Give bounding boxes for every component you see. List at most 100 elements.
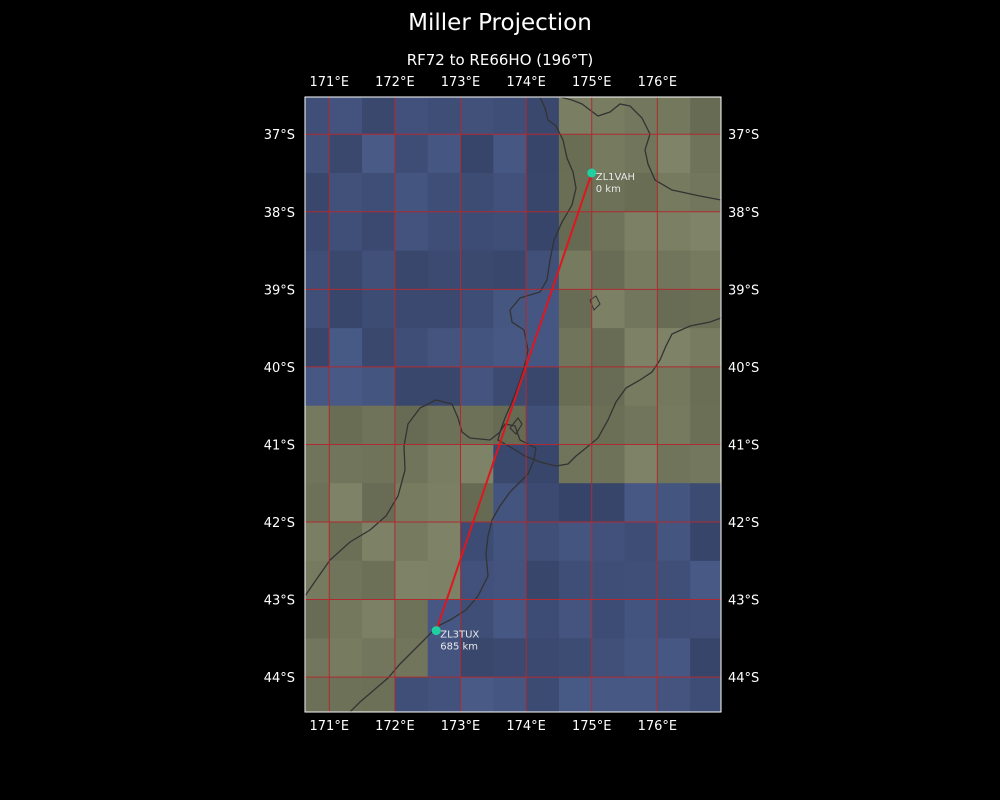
raster-tile <box>394 444 429 484</box>
raster-tile <box>690 599 721 639</box>
raster-tile <box>305 444 330 484</box>
raster-tile <box>493 522 527 562</box>
raster-tile <box>362 328 396 368</box>
raster-tile <box>493 250 527 290</box>
station-callsign-label: ZL1VAH <box>596 172 635 183</box>
raster-tile <box>493 289 527 329</box>
raster-tile <box>427 366 461 407</box>
raster-tile <box>394 405 429 445</box>
raster-tile <box>493 366 527 407</box>
raster-tile <box>591 173 625 213</box>
raster-tile <box>427 134 461 174</box>
raster-tile <box>526 405 560 445</box>
lat-tick-label-left: 44°S <box>264 671 295 686</box>
raster-tile <box>305 483 330 523</box>
raster-tile <box>591 211 625 252</box>
raster-tile <box>558 599 593 639</box>
raster-tile <box>427 211 461 252</box>
raster-tile <box>493 444 527 484</box>
raster-tile <box>558 405 593 445</box>
lon-tick-label-bottom: 172°E <box>375 719 415 734</box>
lon-tick-label-top: 172°E <box>375 75 415 90</box>
raster-tile <box>427 250 461 290</box>
lon-tick-label-bottom: 171°E <box>310 719 350 734</box>
raster-tile <box>526 483 560 523</box>
raster-tile <box>624 289 658 329</box>
raster-tile <box>460 134 494 174</box>
raster-tile <box>657 444 691 484</box>
raster-tile <box>624 134 658 174</box>
raster-tile <box>591 677 625 712</box>
path-line <box>435 172 593 631</box>
raster-tile <box>329 405 363 445</box>
raster-tile <box>526 522 560 562</box>
raster-tile <box>362 97 396 135</box>
raster-tile <box>394 599 429 639</box>
lat-tick-label-right: 40°S <box>728 361 759 376</box>
raster-tile <box>394 134 429 174</box>
raster-tile <box>362 677 396 712</box>
raster-tile <box>526 289 560 329</box>
raster-tile <box>624 173 658 213</box>
raster-background <box>305 97 721 712</box>
raster-tile <box>394 483 429 523</box>
raster-tile <box>591 483 625 523</box>
lon-tick-label-bottom: 175°E <box>572 719 612 734</box>
lon-tick-label-bottom: 174°E <box>506 719 546 734</box>
raster-tile <box>558 134 593 174</box>
lat-tick-label-left: 43°S <box>264 594 295 609</box>
raster-tile <box>427 444 461 484</box>
lat-tick-label-left: 41°S <box>264 438 295 453</box>
raster-tile <box>558 97 593 135</box>
raster-tile <box>394 560 429 601</box>
raster-tile <box>558 250 593 290</box>
raster-tile <box>657 211 691 252</box>
raster-tile <box>690 638 721 678</box>
raster-tile <box>558 289 593 329</box>
raster-tile <box>657 250 691 290</box>
raster-tile <box>394 289 429 329</box>
raster-tile <box>394 638 429 678</box>
map-subtitle: RF72 to RE66HO (196°T) <box>406 51 594 69</box>
raster-tile <box>591 250 625 290</box>
raster-tile <box>329 444 363 484</box>
raster-tile <box>526 173 560 213</box>
raster-tile <box>526 560 560 601</box>
raster-tile <box>624 522 658 562</box>
raster-tile <box>394 677 429 712</box>
raster-tile <box>526 211 560 252</box>
raster-tile <box>427 97 461 135</box>
raster-tile <box>329 599 363 639</box>
lat-tick-label-right: 39°S <box>728 283 759 298</box>
lat-tick-label-right: 38°S <box>728 206 759 221</box>
raster-tile <box>305 560 330 601</box>
map-frame <box>304 96 722 713</box>
raster-tile <box>591 134 625 174</box>
raster-tile <box>394 522 429 562</box>
raster-tile <box>460 366 494 407</box>
station-distance-label: 0 km <box>596 184 621 195</box>
raster-tile <box>493 483 527 523</box>
raster-tile <box>690 250 721 290</box>
raster-tile <box>624 97 658 135</box>
raster-tile <box>394 97 429 135</box>
raster-tile <box>657 289 691 329</box>
raster-tile <box>558 677 593 712</box>
raster-tile <box>690 97 721 135</box>
axis-ticks: 171°E 171°E 172°E 172°E 173°E 173°E 174°E 174°E… <box>264 75 760 734</box>
raster-tile <box>591 560 625 601</box>
raster-tile <box>362 638 396 678</box>
lat-tick-label-right: 37°S <box>728 128 759 143</box>
raster-tile <box>394 211 429 252</box>
raster-tile <box>526 97 560 135</box>
raster-tile <box>460 560 494 601</box>
lon-tick-label-top: 176°E <box>638 75 678 90</box>
raster-tile <box>394 328 429 368</box>
raster-tile <box>624 328 658 368</box>
great-circle-path <box>435 172 593 631</box>
raster-tile <box>329 638 363 678</box>
lat-tick-label-left: 38°S <box>264 206 295 221</box>
raster-tile <box>362 599 396 639</box>
raster-tile <box>591 522 625 562</box>
station-distance-label: 685 km <box>440 642 478 653</box>
